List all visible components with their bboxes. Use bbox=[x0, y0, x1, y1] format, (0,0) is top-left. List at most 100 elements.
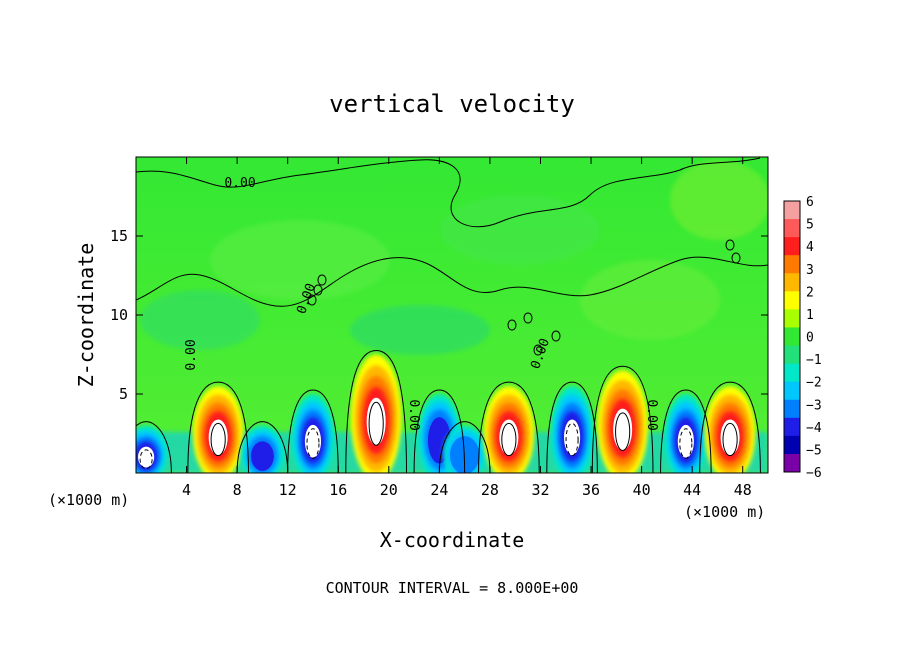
x-tick-label: 4 bbox=[182, 481, 191, 499]
background-patch bbox=[210, 220, 390, 300]
contour-cell-boundary bbox=[660, 389, 712, 473]
contour-label: 0.00 bbox=[224, 176, 255, 191]
background-patch bbox=[670, 160, 768, 240]
downdraft-cell bbox=[550, 386, 594, 473]
downdraft-cell bbox=[664, 394, 708, 473]
contour-lines: 0.000.000.000.000.000.00 bbox=[136, 157, 768, 473]
cell-level bbox=[250, 441, 274, 471]
cell-core-contour bbox=[368, 401, 384, 446]
contour-label: 0.00 bbox=[184, 339, 199, 370]
contour-loop bbox=[313, 284, 323, 296]
x-tick-label: 28 bbox=[481, 481, 499, 499]
cell-core-contour bbox=[722, 422, 738, 457]
colorbar-swatch bbox=[784, 363, 800, 383]
downdraft-cell bbox=[136, 425, 168, 473]
contour-loop bbox=[551, 330, 561, 342]
contour-cell-boundary bbox=[136, 421, 172, 473]
colorbar-swatch bbox=[784, 417, 800, 437]
colorbar-swatch bbox=[784, 381, 800, 401]
contour-cell-boundary bbox=[413, 389, 466, 473]
colorbar-swatch bbox=[784, 255, 800, 274]
updraft-cell bbox=[704, 386, 756, 473]
contour-cell-boundary bbox=[699, 381, 761, 473]
background-patch bbox=[440, 195, 600, 265]
updraft-cell bbox=[350, 354, 402, 473]
colorbar-swatch bbox=[784, 435, 800, 455]
colorbar-tick-label: 0 bbox=[806, 331, 814, 346]
updraft-cell bbox=[192, 386, 244, 473]
y-axis-label: Z-coordinate bbox=[74, 243, 98, 388]
colorbar-frame bbox=[783, 200, 801, 473]
updraft-cell bbox=[483, 386, 535, 473]
contour-cell-boundary bbox=[345, 349, 407, 473]
cell-core-contour bbox=[501, 422, 517, 457]
contour-label: 0.00 bbox=[644, 399, 659, 430]
colorbar-tick-label: −1 bbox=[806, 353, 822, 368]
updraft-cell bbox=[597, 370, 648, 473]
y-tick-label: 10 bbox=[110, 306, 128, 324]
cell-level bbox=[564, 419, 581, 456]
chart-title: vertical velocity bbox=[329, 90, 575, 118]
downdraft-cell bbox=[443, 425, 487, 473]
x-tick-label: 36 bbox=[582, 481, 600, 499]
contour-zero-middle bbox=[136, 256, 768, 307]
plot-area: 0.000.000.000.000.000.00 bbox=[136, 157, 768, 473]
contour-loop bbox=[307, 294, 317, 306]
colorbar-tick-label: −3 bbox=[806, 398, 822, 413]
colorbar-tick-label: 5 bbox=[806, 218, 814, 233]
contour-loop bbox=[507, 319, 517, 331]
x-tick-label: 40 bbox=[633, 481, 651, 499]
colorbar-tick-label: −2 bbox=[806, 376, 822, 391]
colorbar-tick-label: 1 bbox=[806, 308, 814, 323]
contour-loop bbox=[317, 274, 327, 286]
colorbar-tick-label: 3 bbox=[806, 263, 814, 278]
x-axis: 4 8 12 16 20 24 28 32 36 40 44 48 bbox=[182, 157, 752, 499]
contour-cell-boundary bbox=[187, 381, 249, 473]
colorbar-tick-label: 4 bbox=[806, 240, 814, 255]
downdraft-cell bbox=[291, 394, 335, 473]
y-axis: 5 10 15 bbox=[110, 227, 768, 403]
contour-cell-boundary bbox=[438, 421, 491, 473]
y-tick-label: 15 bbox=[110, 227, 128, 245]
colorbar-swatch bbox=[784, 273, 800, 292]
background-patch bbox=[140, 290, 260, 350]
colorbar: 6 5 4 3 2 1 0 −1 −2 −3 −4 −5 −6 bbox=[783, 195, 822, 481]
x-tick-label: 12 bbox=[279, 481, 297, 499]
colorbar-tick-label: −6 bbox=[806, 466, 822, 481]
x-tick-label: 44 bbox=[683, 481, 701, 499]
contour-loop bbox=[533, 344, 543, 356]
colorbar-swatch bbox=[784, 291, 800, 310]
x-tick-label: 8 bbox=[233, 481, 242, 499]
cell-core-contour bbox=[139, 449, 153, 470]
colorbar-swatch bbox=[784, 237, 800, 256]
cell-core-contour bbox=[306, 428, 320, 459]
contour-loop bbox=[725, 239, 735, 251]
contour-cell-boundary bbox=[478, 381, 540, 473]
colorbar-swatch bbox=[784, 219, 800, 238]
contour-cell-boundary bbox=[591, 365, 654, 473]
cell-core-contour bbox=[615, 412, 631, 451]
contour-cell-boundary bbox=[236, 421, 289, 473]
x-tick-label: 32 bbox=[531, 481, 549, 499]
contour-label: 0.00 bbox=[406, 399, 421, 430]
x-axis-label: X-coordinate bbox=[380, 528, 525, 552]
y-tick-label: 5 bbox=[119, 385, 128, 403]
cell-core-contour bbox=[565, 422, 579, 457]
x-unit-label-right: (×1000 m) bbox=[684, 503, 765, 521]
contour-zero-upper bbox=[136, 157, 761, 228]
cell-level bbox=[366, 397, 386, 446]
x-tick-label: 16 bbox=[329, 481, 347, 499]
x-tick-label: 48 bbox=[734, 481, 752, 499]
cell-core-contour bbox=[679, 428, 693, 459]
cell-core-contour bbox=[210, 422, 226, 457]
x-tick-label: 24 bbox=[430, 481, 448, 499]
colorbar-tick-label: −4 bbox=[806, 421, 822, 436]
colorbar-swatch bbox=[784, 327, 800, 347]
colorbar-tick-label: −5 bbox=[806, 443, 822, 458]
contour-cell-boundary bbox=[287, 389, 339, 473]
colorbar-tick-label: 6 bbox=[806, 195, 814, 210]
colorbar-swatch bbox=[784, 309, 800, 328]
convective-cells bbox=[136, 354, 756, 473]
x-unit-label-left: (×1000 m) bbox=[48, 491, 129, 509]
